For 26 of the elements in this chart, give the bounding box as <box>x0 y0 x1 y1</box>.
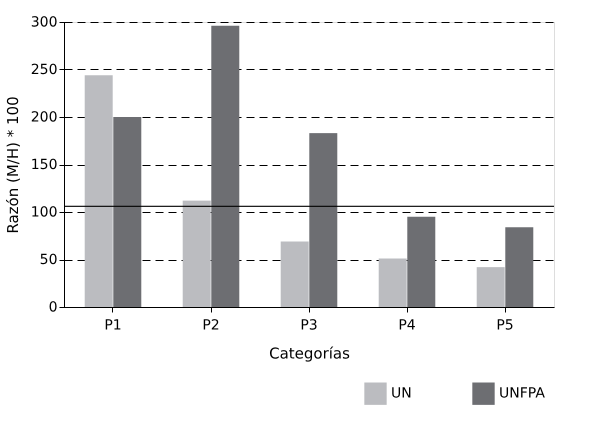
bar <box>280 241 309 307</box>
y-tick-label: 200 <box>30 110 58 126</box>
bar <box>84 75 113 307</box>
x-tick-label: P5 <box>496 318 514 334</box>
x-tick-label: P4 <box>398 318 416 334</box>
bar <box>309 133 338 307</box>
bar <box>378 258 407 307</box>
x-tick-label: P1 <box>104 318 122 334</box>
x-tick-label: P3 <box>300 318 318 334</box>
x-axis-title: Categorías <box>269 344 350 362</box>
y-tick-label: 150 <box>30 157 58 173</box>
bar <box>113 117 142 307</box>
bar <box>182 200 211 307</box>
y-tick-label: 250 <box>30 62 58 78</box>
x-tick-label: P2 <box>202 318 220 334</box>
y-tick-label: 0 <box>48 300 58 316</box>
y-tick-label: 300 <box>30 14 58 30</box>
bar <box>476 267 505 307</box>
y-tick-label: 100 <box>30 204 58 220</box>
y-tick-label: 50 <box>40 252 58 268</box>
bar <box>211 26 240 307</box>
bar <box>505 227 534 307</box>
legend-label: UNFPA <box>499 386 546 402</box>
bar <box>407 216 436 307</box>
legend-label: UN <box>391 386 412 402</box>
y-axis-title: Razón (M/H) * 100 <box>4 96 22 234</box>
